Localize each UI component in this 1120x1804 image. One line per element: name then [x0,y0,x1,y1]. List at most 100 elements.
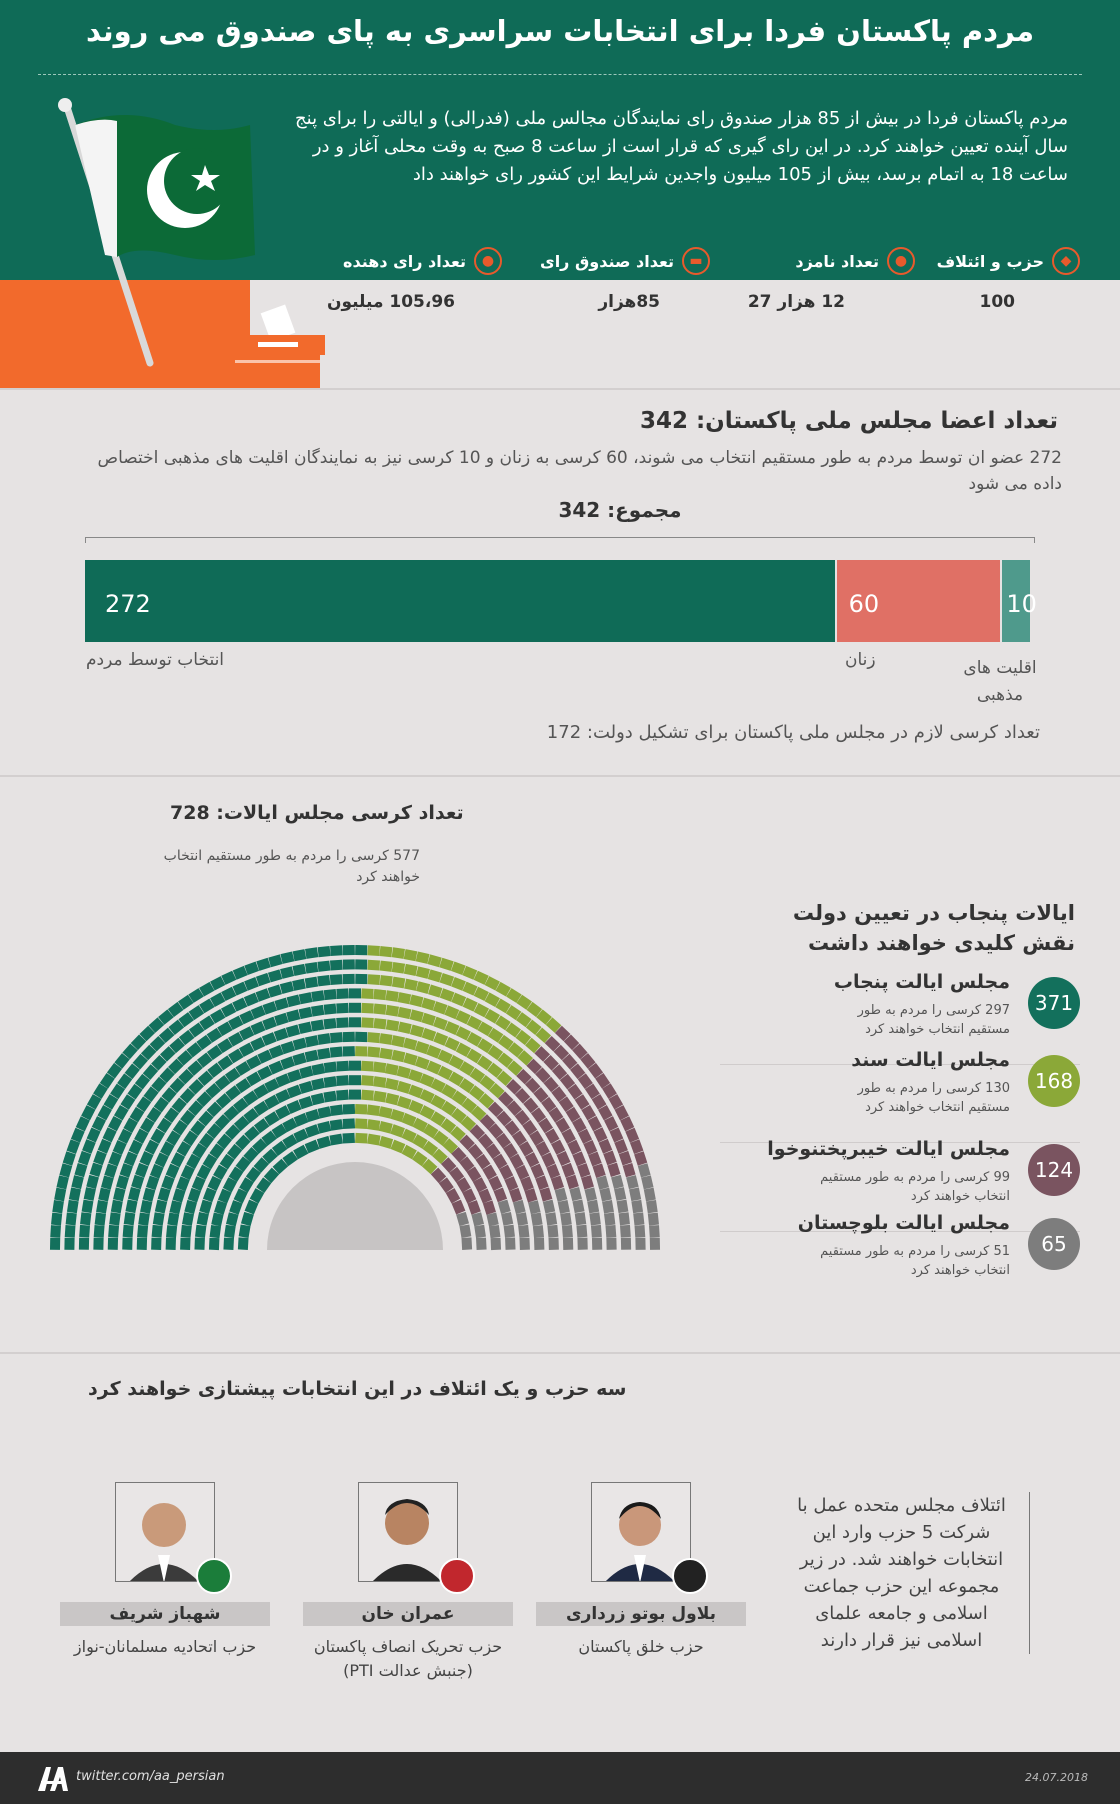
seat-mark [77,1150,92,1166]
seat-mark [546,1163,561,1179]
seat-mark [261,1032,277,1046]
seat-mark [199,1199,213,1214]
seat-mark [475,1153,491,1170]
seat-mark [459,1134,475,1151]
seat-mark [514,1087,531,1104]
seat-mark [506,1079,522,1095]
seat-mark [158,1009,174,1025]
header-band: مردم پاکستان فردا برای انتخابات سراسری ب… [0,0,1120,280]
seat-mark [349,1002,361,1013]
seat-mark [469,1067,486,1083]
seat-mark [524,1152,540,1168]
seat-count-badge: 124 [1028,1144,1080,1196]
seat-mark [311,1063,326,1076]
seat-mark [64,1224,76,1238]
seat-mark [620,1237,632,1250]
seat-mark [497,1199,511,1214]
seat-mark [450,1125,466,1142]
seg-minority: 10 [1002,560,1037,642]
seat-mark [506,988,522,1003]
seat-mark [484,976,500,991]
seat-mark [414,1056,430,1070]
seat-mark [439,972,455,987]
seat-mark [211,1212,224,1227]
seat-mark [373,989,387,1001]
seat-mark [509,1187,523,1203]
seat-mark [574,1094,590,1110]
seat-mark [516,1068,532,1085]
seat-mark [166,1130,181,1146]
seat-mark [264,1111,280,1127]
seat-mark [253,1100,270,1116]
seat-mark [526,1001,543,1018]
seat-mark [167,1212,180,1227]
seat-mark [567,1083,583,1100]
seat-mark [119,1163,133,1178]
seat-mark [205,1082,222,1099]
seat-mark [285,1024,301,1038]
seat-mark [159,1067,175,1083]
leader-photo [358,1482,458,1582]
seat-mark [125,1199,138,1214]
seat-mark [160,1141,175,1157]
seat-mark [477,1133,494,1150]
seat-mark [127,1083,143,1100]
seat-mark [163,1107,180,1123]
seat-mark [142,1187,156,1202]
seat-mark [649,1225,660,1238]
twitter-handle[interactable]: twitter.com/aa_persian [76,1769,225,1784]
seat-mark [304,1049,319,1063]
seat-mark [426,1060,442,1075]
seat-mark [102,1127,117,1143]
seat-mark [188,1079,204,1095]
seat-mark [421,1027,437,1042]
seat-mark [149,1163,164,1179]
province-punjab: 371 مجلس ایالت پنجاب 297 کرسی را مردم به… [710,971,1080,1065]
seat-mark [165,1237,176,1250]
seat-mark [641,1175,654,1190]
seat-mark [323,989,337,1001]
seat-mark [535,1067,551,1083]
seat-mark [373,1076,387,1088]
seat-mark [577,1128,593,1144]
seat-mark [79,1224,91,1238]
stat-candidates-label: ● تعداد نامزد [795,247,915,275]
seat-mark [545,1017,562,1033]
seat-mark [444,1021,460,1036]
seat-mark [130,1034,147,1051]
seat-mark [354,1103,368,1115]
seat-mark [539,1187,553,1202]
seat-mark [536,1009,552,1025]
seat-mark [467,1143,484,1160]
seat-mark [336,1075,349,1087]
leader-party: حزب خلق پاکستان [578,1637,704,1656]
seat-mark [385,1019,400,1032]
seat-mark [466,1048,482,1064]
seat-mark [432,1148,448,1165]
seat-mark [298,1095,314,1110]
seat-mark [422,1140,439,1156]
seat-mark [323,1090,337,1103]
leader-name: عمران خان [303,1602,513,1626]
parliament-hemicycle [49,945,661,1251]
seat-mark [145,1175,160,1191]
seat-mark [520,1176,534,1192]
seat-mark [604,1212,616,1226]
seat-mark [239,1026,255,1041]
seat-mark [509,1153,524,1170]
seat-mark [577,1073,593,1089]
seat-mark [471,1212,485,1227]
seat-mark [257,1049,273,1064]
seat-mark [602,1200,614,1214]
seat-mark [507,1060,523,1076]
seat-mark [199,981,215,997]
seat-mark [473,970,489,985]
seat-mark [482,1164,497,1180]
seat-mark [273,1027,289,1042]
seat-mark [430,1078,446,1093]
seat-mark [134,1128,149,1144]
seat-mark [226,1143,243,1160]
seat-mark [188,1005,205,1021]
seat-mark [440,1118,457,1134]
seat-mark [587,1062,604,1079]
